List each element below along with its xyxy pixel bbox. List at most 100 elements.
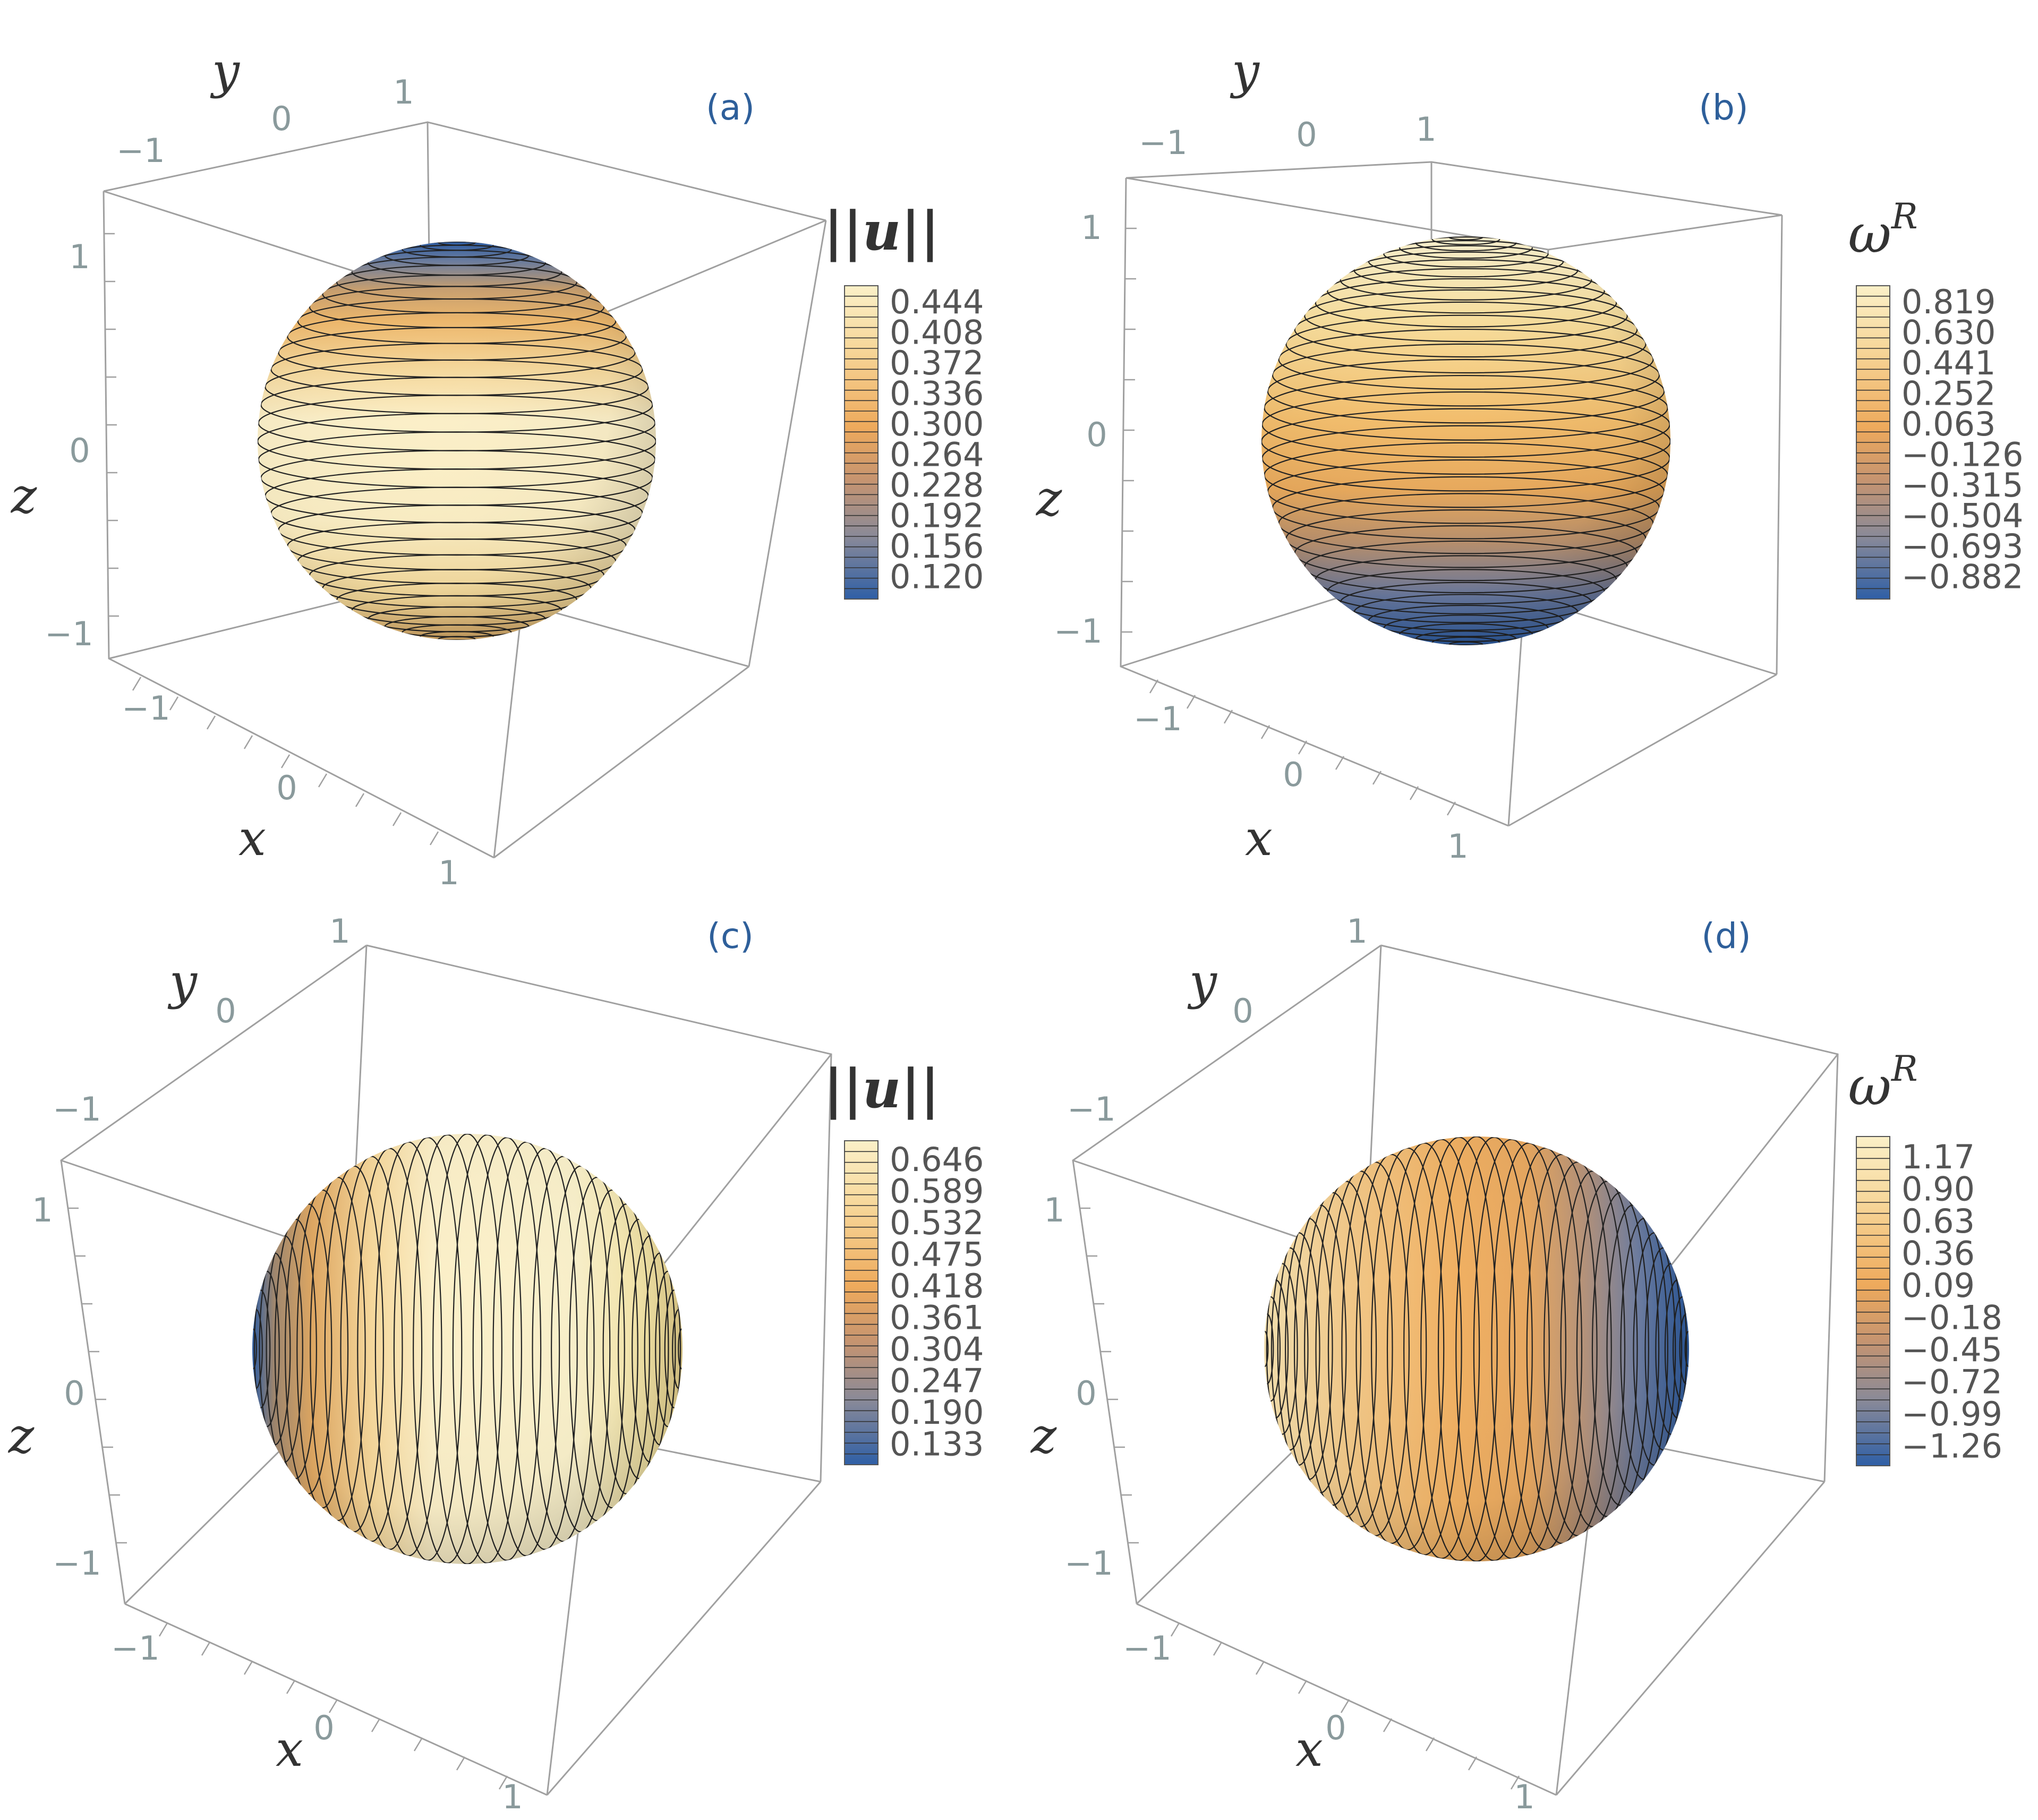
z-tick-label-b: 0 bbox=[1086, 415, 1107, 454]
colorbar-tick-c: 0.418 bbox=[890, 1267, 984, 1305]
colorbar-a-title: ||u|| bbox=[824, 200, 940, 262]
colorbar-tick-d: 1.17 bbox=[1901, 1138, 1975, 1176]
colorbar-tick-d: −0.72 bbox=[1901, 1363, 2002, 1402]
y-tick-label-d: −1 bbox=[1067, 1090, 1115, 1129]
colorbar-a-lines bbox=[845, 295, 878, 589]
y-tick-label-b: −1 bbox=[1139, 123, 1187, 162]
colorbar-d-lines bbox=[1856, 1147, 1890, 1456]
colorbar-tick-b: 0.252 bbox=[1901, 374, 1996, 413]
panel-d: ωR bbox=[1072, 944, 1918, 1796]
z-tick-label-c: 1 bbox=[32, 1191, 53, 1229]
colorbar-tick-c: 0.133 bbox=[890, 1425, 984, 1464]
panel-b: ωR bbox=[1120, 161, 1918, 827]
z-axis-label-d: z bbox=[1030, 1407, 1057, 1464]
colorbar-tick-d: −0.18 bbox=[1901, 1298, 2002, 1337]
x-tick-label-b: −1 bbox=[1133, 699, 1182, 738]
z-axis-label-b: z bbox=[1036, 470, 1062, 527]
colorbar-c-lines bbox=[845, 1151, 878, 1455]
panel-label-c: (c) bbox=[707, 916, 754, 956]
y-tick-label-c: 1 bbox=[329, 912, 350, 951]
x-tick-label-a: −1 bbox=[122, 689, 170, 728]
colorbar-tick-b: −0.126 bbox=[1901, 435, 2023, 474]
y-tick-label-d: 0 bbox=[1232, 992, 1253, 1030]
z-tick-label-d: 1 bbox=[1044, 1191, 1064, 1229]
colorbar-tick-a: 0.408 bbox=[890, 313, 984, 352]
colorbar-b-title: ωR bbox=[1848, 196, 1917, 265]
colorbar-tick-b: −0.504 bbox=[1901, 497, 2023, 535]
x-tick-label-a: 0 bbox=[276, 768, 297, 807]
colorbar-tick-a: 0.156 bbox=[890, 527, 984, 566]
colorbar-tick-b: −0.315 bbox=[1901, 466, 2023, 505]
ticks-a bbox=[104, 233, 439, 845]
x-tick-label-c: 1 bbox=[502, 1778, 523, 1816]
colorbar-d-title: ωR bbox=[1848, 1048, 1917, 1117]
y-axis-label-d: y bbox=[1187, 953, 1217, 1010]
x-tick-label-d: 1 bbox=[1514, 1778, 1534, 1816]
colorbar-b-lines bbox=[1856, 295, 1890, 589]
colorbar-tick-a: 0.300 bbox=[890, 405, 984, 443]
colorbar-tick-d: −0.45 bbox=[1901, 1330, 2002, 1369]
colorbar-tick-d: 0.90 bbox=[1901, 1170, 1975, 1209]
colorbar-d: ωR bbox=[1848, 1048, 1918, 1466]
colorbar-a: ||u|| bbox=[824, 200, 940, 600]
colorbar-tick-a: 0.120 bbox=[890, 558, 984, 596]
colorbar-tick-a: 0.228 bbox=[890, 466, 984, 505]
colorbar-tick-b: 0.063 bbox=[1901, 405, 1996, 443]
z-tick-label-a: 0 bbox=[69, 431, 90, 470]
panel-label-a: (a) bbox=[706, 87, 755, 128]
z-tick-label-d: −1 bbox=[1064, 1544, 1113, 1583]
colorbar-tick-c: 0.304 bbox=[890, 1330, 984, 1369]
colorbar-c: ||u|| bbox=[824, 1057, 940, 1465]
sphere-shade-b bbox=[1261, 236, 1670, 645]
sphere-shade-a bbox=[258, 242, 656, 640]
y-tick-label-a: −1 bbox=[116, 131, 165, 170]
colorbar-tick-c: 0.532 bbox=[890, 1203, 984, 1242]
z-tick-label-d: 0 bbox=[1076, 1374, 1096, 1413]
ticks-d bbox=[1080, 1207, 1520, 1790]
y-axis-label-c: y bbox=[167, 953, 198, 1010]
sphere-c bbox=[252, 1134, 683, 1564]
colorbar-tick-c: 0.589 bbox=[890, 1172, 984, 1211]
sphere-a bbox=[258, 242, 656, 640]
y-axis-label-b: y bbox=[1230, 42, 1260, 99]
colorbar-tick-c: 0.190 bbox=[890, 1393, 984, 1432]
x-axis-label-c: x bbox=[276, 1721, 303, 1778]
colorbar-b: ωR bbox=[1848, 196, 1918, 600]
z-tick-label-c: −1 bbox=[53, 1544, 101, 1583]
colorbar-tick-c: 0.361 bbox=[890, 1298, 984, 1337]
panel-label-d: (d) bbox=[1701, 916, 1751, 956]
x-axis-label-b: x bbox=[1245, 810, 1273, 867]
colorbar-tick-c: 0.247 bbox=[890, 1362, 984, 1400]
y-axis-label-a: y bbox=[210, 42, 240, 99]
colorbar-tick-d: 0.36 bbox=[1901, 1234, 1975, 1273]
x-tick-label-c: −1 bbox=[111, 1629, 159, 1668]
x-tick-label-d: −1 bbox=[1123, 1629, 1171, 1668]
colorbar-tick-b: 0.819 bbox=[1901, 283, 1996, 321]
sphere-b bbox=[1261, 236, 1670, 645]
y-tick-label-b: 1 bbox=[1415, 110, 1436, 149]
x-axis-label-a: x bbox=[238, 810, 266, 867]
z-tick-label-b: 1 bbox=[1081, 208, 1102, 247]
y-tick-label-a: 0 bbox=[271, 99, 292, 138]
colorbar-tick-b: −0.693 bbox=[1901, 527, 2023, 566]
x-tick-label-c: 0 bbox=[313, 1708, 334, 1747]
colorbar-tick-c: 0.475 bbox=[890, 1235, 984, 1274]
colorbar-tick-a: 0.336 bbox=[890, 374, 984, 413]
sphere-d bbox=[1264, 1137, 1689, 1561]
colorbar-tick-a: 0.444 bbox=[890, 283, 984, 321]
z-tick-label-a: −1 bbox=[45, 614, 93, 653]
colorbar-tick-b: −0.882 bbox=[1901, 558, 2023, 596]
ticks-b bbox=[1122, 227, 1456, 816]
z-tick-label-c: 0 bbox=[64, 1374, 84, 1413]
sphere-shade-c bbox=[252, 1134, 683, 1564]
y-tick-label-a: 1 bbox=[393, 73, 414, 112]
colorbar-c-title: ||u|| bbox=[824, 1057, 940, 1120]
z-tick-label-b: −1 bbox=[1054, 612, 1102, 651]
colorbar-tick-d: −0.99 bbox=[1901, 1395, 2002, 1433]
z-axis-label-a: z bbox=[11, 467, 37, 524]
colorbar-tick-d: 0.63 bbox=[1901, 1202, 1975, 1241]
z-tick-label-a: 1 bbox=[69, 237, 90, 276]
y-tick-label-b: 0 bbox=[1296, 115, 1317, 154]
x-axis-label-d: x bbox=[1295, 1721, 1323, 1778]
colorbar-tick-a: 0.264 bbox=[890, 435, 984, 474]
